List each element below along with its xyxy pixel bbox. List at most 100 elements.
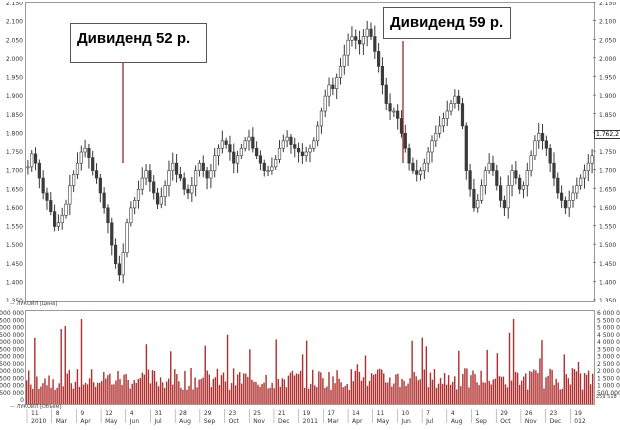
volume-bar bbox=[496, 353, 499, 404]
volume-bar bbox=[301, 354, 304, 404]
volume-bar bbox=[547, 376, 549, 404]
price-candle-body bbox=[125, 222, 129, 253]
price-candle-body bbox=[399, 118, 404, 134]
price-tick-label-left: 1.850 bbox=[6, 112, 23, 119]
volume-tick-label-right: 5 000 000 bbox=[597, 325, 620, 332]
price-tick-label-right: 1.650 bbox=[599, 186, 616, 193]
volume-bar bbox=[267, 388, 269, 404]
volume-bar bbox=[350, 369, 352, 404]
volume-bar bbox=[80, 319, 83, 404]
volume-bar bbox=[295, 373, 298, 404]
price-candle-body bbox=[579, 177, 583, 186]
price-axis-right: 2.1502.1002.0502.0001.9501.9001.8501.800… bbox=[593, 2, 616, 302]
volume-bar bbox=[356, 364, 359, 404]
price-tick-label-left: 1.400 bbox=[6, 279, 23, 286]
volume-bar bbox=[135, 382, 137, 404]
price-tick-label-right: 1.750 bbox=[599, 149, 616, 156]
price-candle-body bbox=[300, 151, 304, 157]
price-candle-body bbox=[220, 140, 224, 149]
volume-bar bbox=[198, 379, 200, 404]
price-candle-body bbox=[56, 222, 61, 227]
price-tick-label-left: 2.100 bbox=[6, 19, 23, 26]
volume-bar bbox=[441, 383, 444, 404]
price-candle-body bbox=[68, 185, 72, 205]
date-day-label: 12 bbox=[105, 410, 113, 417]
volume-bar bbox=[458, 350, 460, 404]
volume-bar bbox=[555, 378, 557, 404]
volume-bar bbox=[50, 387, 52, 404]
volume-bar bbox=[437, 383, 440, 404]
volume-bar bbox=[346, 384, 348, 404]
volume-bar bbox=[222, 372, 225, 404]
volume-bar bbox=[468, 387, 470, 404]
volume-bar bbox=[259, 386, 261, 404]
volume-bar bbox=[285, 387, 288, 404]
price-candle-body bbox=[392, 110, 396, 113]
volume-bar bbox=[421, 337, 423, 404]
price-tick-label-left: 1.450 bbox=[6, 261, 23, 268]
volume-bar bbox=[182, 389, 184, 404]
price-candle-body bbox=[373, 36, 377, 52]
date-day-label: 7 bbox=[426, 410, 430, 417]
price-tick-label-right: 2.150 bbox=[599, 2, 616, 7]
price-axis-left: 2.150 2.100 2.050 2.000 1.950 1.900 1.850 1.800… bbox=[6, 2, 23, 302]
volume-bar bbox=[129, 388, 131, 404]
volume-bar bbox=[143, 374, 146, 404]
volume-bar bbox=[391, 386, 393, 404]
volume-bar bbox=[188, 385, 190, 404]
volume-bar bbox=[415, 376, 417, 404]
price-candle-body bbox=[411, 162, 415, 171]
price-candle-body bbox=[113, 244, 118, 265]
volume-bar bbox=[131, 383, 133, 404]
volume-bar bbox=[42, 383, 44, 404]
price-candle-body bbox=[449, 103, 453, 112]
volume-bar bbox=[407, 383, 409, 404]
volume-bar bbox=[401, 378, 403, 404]
price-candle-body bbox=[384, 84, 388, 104]
volume-tick-label-right: 3 500 000 bbox=[597, 346, 620, 353]
volume-bar bbox=[567, 378, 570, 404]
volume-bar bbox=[316, 387, 318, 404]
price-candle-body bbox=[537, 133, 541, 142]
volume-bar bbox=[273, 388, 275, 404]
volume-bar bbox=[559, 389, 561, 404]
price-candle-body bbox=[312, 140, 316, 149]
volume-bar bbox=[429, 372, 432, 404]
date-day-label: 11 bbox=[377, 410, 385, 417]
volume-bar bbox=[342, 387, 344, 404]
price-candle-body bbox=[110, 222, 114, 246]
price-candle-body bbox=[33, 153, 38, 164]
volume-bar bbox=[303, 387, 306, 404]
price-candle-body bbox=[232, 151, 236, 164]
volume-bar bbox=[403, 380, 405, 404]
volume-bar bbox=[212, 378, 215, 404]
price-candle-body bbox=[529, 155, 533, 171]
volume-bar bbox=[180, 387, 182, 404]
price-candle-body bbox=[544, 140, 548, 149]
price-candle-body bbox=[350, 36, 354, 41]
price-candle-body bbox=[182, 177, 186, 190]
price-candle-body bbox=[407, 147, 411, 164]
price-candle-body bbox=[41, 177, 45, 194]
volume-bar bbox=[190, 368, 192, 404]
date-day-label: 28 bbox=[179, 410, 187, 417]
price-candle-body bbox=[102, 192, 106, 209]
volume-bar bbox=[253, 381, 255, 404]
date-day-label: 4 bbox=[130, 410, 134, 417]
volume-tick-label-left: 4 500 000 bbox=[0, 332, 24, 339]
date-day-label: 9 bbox=[80, 410, 84, 417]
volume-bar bbox=[389, 377, 391, 404]
price-tick-label-left: 1.650 bbox=[6, 186, 23, 193]
volume-bar bbox=[68, 369, 71, 404]
volume-bar bbox=[236, 374, 239, 404]
price-candle-body bbox=[464, 125, 468, 171]
price-tick-label-right: 1.350 bbox=[599, 298, 616, 302]
price-tick-label-left: 1.550 bbox=[6, 224, 23, 231]
volume-bar bbox=[482, 382, 484, 404]
price-chart-panel bbox=[25, 2, 595, 302]
volume-bar bbox=[527, 389, 529, 404]
volume-bar bbox=[101, 380, 103, 404]
price-candle-body bbox=[377, 51, 381, 67]
volume-bar bbox=[583, 373, 586, 404]
date-day-label: 4 bbox=[451, 410, 455, 417]
